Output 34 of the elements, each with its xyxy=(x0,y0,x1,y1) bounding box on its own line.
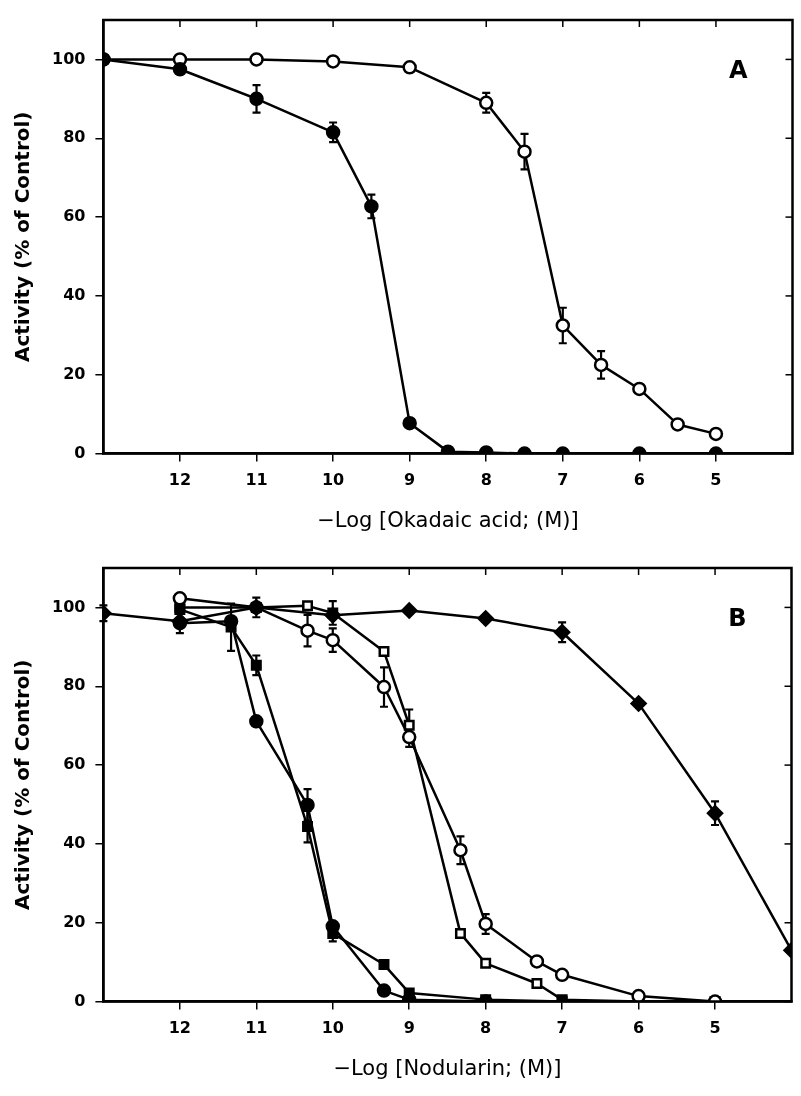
y-tick-label: 60 xyxy=(63,754,86,774)
y-tick-label: 80 xyxy=(63,127,86,147)
x-tick-label: 6 xyxy=(633,470,645,490)
y-tick-label: 0 xyxy=(74,990,86,1010)
y-tick-label: 40 xyxy=(63,285,86,305)
x-tick-label: 10 xyxy=(321,1018,344,1038)
y-tick-label: 20 xyxy=(63,363,86,383)
x-tick-label: 7 xyxy=(557,470,569,490)
y-tick-label: 40 xyxy=(63,833,86,853)
y-tick-label: 0 xyxy=(74,442,86,462)
y-tick-label: 100 xyxy=(51,596,86,616)
x-tick-label: 5 xyxy=(709,1018,721,1038)
y-tick-label: 60 xyxy=(63,206,86,226)
x-tick-label: 12 xyxy=(168,470,192,490)
annotation: A xyxy=(728,56,748,85)
y-tick-label: 20 xyxy=(63,911,86,931)
y-tick-label: 100 xyxy=(51,48,86,68)
x-tick-label: 11 xyxy=(245,1018,268,1038)
x-tick-label: 11 xyxy=(245,470,268,490)
x-tick-label: 10 xyxy=(321,470,345,490)
x-tick-label: 9 xyxy=(403,1018,415,1038)
x-axis-title: −Log [Okadaic acid; (M)] xyxy=(317,507,579,532)
x-tick-label: 8 xyxy=(480,470,492,490)
y-tick-label: 80 xyxy=(63,675,86,695)
x-tick-label: 8 xyxy=(480,1018,492,1038)
x-tick-label: 6 xyxy=(633,1018,645,1038)
x-tick-label: 7 xyxy=(556,1018,568,1038)
x-tick-label: 12 xyxy=(168,1018,191,1038)
y-axis-title: Activity (% of Control) xyxy=(10,659,35,911)
y-axis-title: Activity (% of Control) xyxy=(10,111,35,363)
x-tick-label: 9 xyxy=(404,470,416,490)
x-tick-label: 5 xyxy=(710,470,722,490)
x-axis-title: −Log [Nodularin; (M)] xyxy=(333,1055,562,1080)
annotation: B xyxy=(728,604,747,633)
